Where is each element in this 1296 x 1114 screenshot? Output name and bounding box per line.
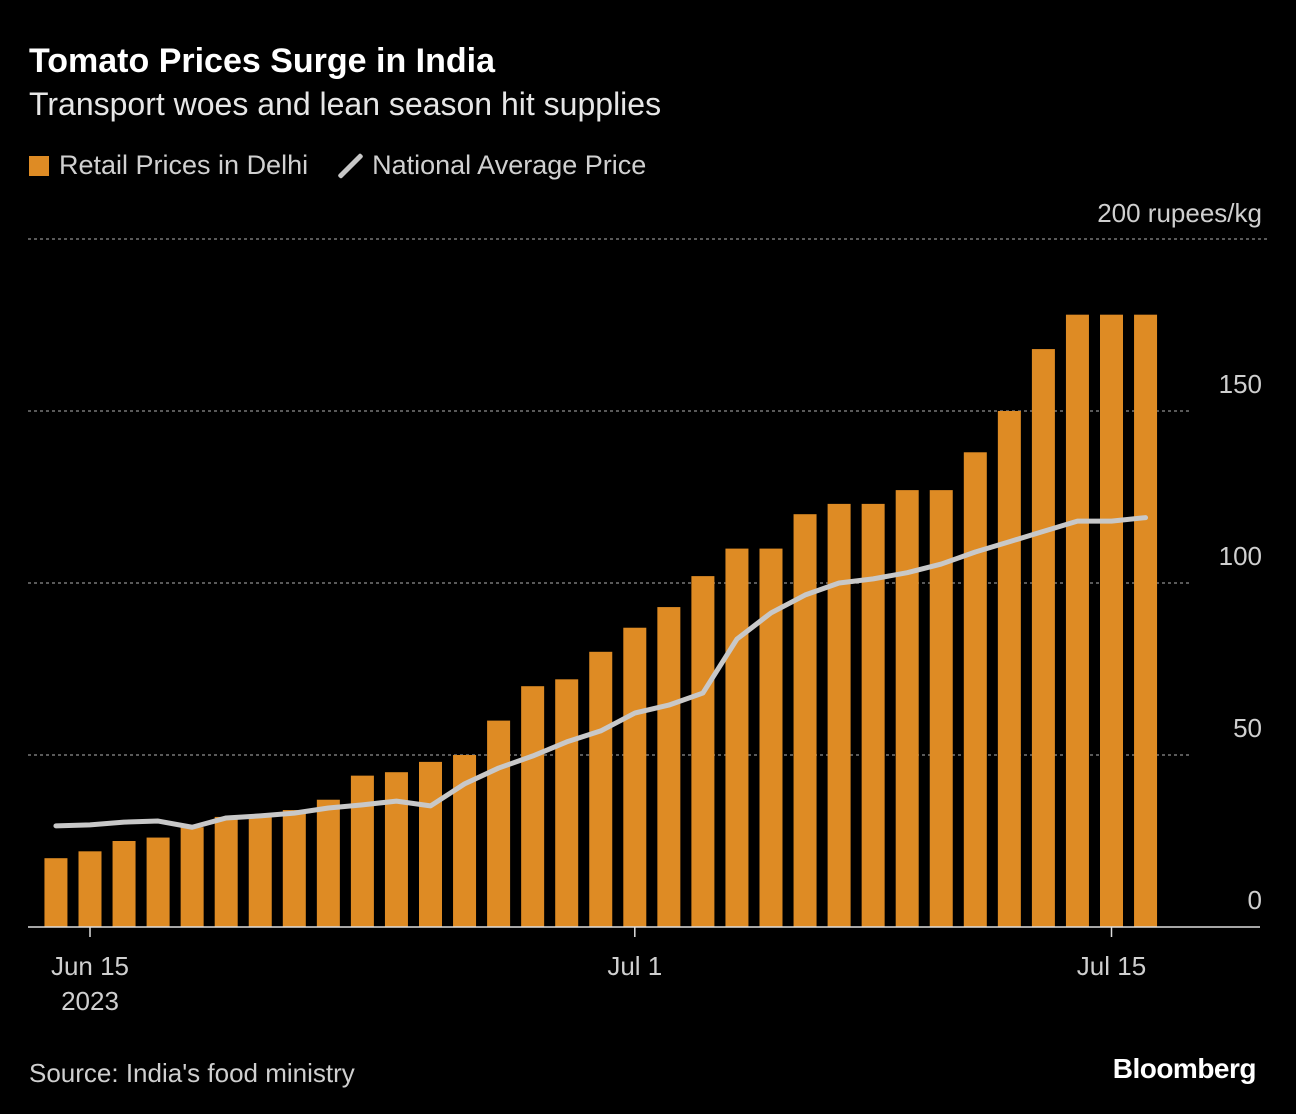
bar [725, 548, 749, 927]
bar [1134, 314, 1158, 927]
y-tick-label: 150 [1219, 369, 1262, 399]
y-tick-label: 200 rupees/kg [1097, 198, 1262, 228]
bar [419, 761, 442, 927]
bar [589, 651, 613, 927]
bar [759, 548, 783, 927]
bar [282, 810, 306, 927]
bar [657, 607, 681, 927]
legend-label-national: National Average Price [372, 150, 647, 180]
source-note: Source: India's food ministry [29, 1058, 355, 1088]
bar [44, 858, 68, 927]
bar [384, 772, 408, 927]
bar [316, 799, 340, 927]
legend: Retail Prices in Delhi National Average … [29, 150, 646, 181]
bar [861, 503, 885, 927]
bar [112, 841, 136, 927]
y-tick-label: 100 [1219, 541, 1262, 571]
x-tick-label: Jul 15 [1077, 951, 1146, 981]
bar [248, 815, 272, 927]
national-average-line [53, 515, 1149, 830]
bar [691, 576, 715, 927]
x-tick-sublabel: 2023 [61, 986, 119, 1016]
bar [793, 514, 817, 927]
bar [1031, 349, 1055, 928]
bar [487, 720, 511, 927]
bar [180, 827, 204, 927]
bar [997, 411, 1021, 927]
y-tick-label: 0 [1248, 885, 1262, 915]
bar [963, 452, 987, 927]
chart-title: Tomato Prices Surge in India [29, 42, 496, 80]
legend-label-retail: Retail Prices in Delhi [59, 150, 309, 180]
y-tick-label: 50 [1233, 713, 1262, 743]
bar [623, 627, 647, 927]
bar [78, 851, 102, 927]
bar [146, 837, 170, 927]
legend-bar-swatch-icon [29, 155, 49, 176]
bar [453, 755, 477, 927]
bar [1065, 314, 1089, 927]
chart-subtitle: Transport woes and lean season hit suppl… [29, 86, 662, 122]
x-tick-label: Jun 15 [51, 951, 129, 981]
bar [350, 775, 374, 927]
bar [929, 490, 953, 927]
bloomberg-logo: Bloomberg [1112, 1053, 1257, 1084]
bar [555, 679, 579, 927]
bar [895, 490, 919, 927]
bar [827, 503, 851, 927]
bar [1100, 314, 1123, 927]
x-tick-label: Jul 1 [607, 951, 662, 981]
bar [214, 816, 238, 927]
bar [521, 686, 545, 927]
